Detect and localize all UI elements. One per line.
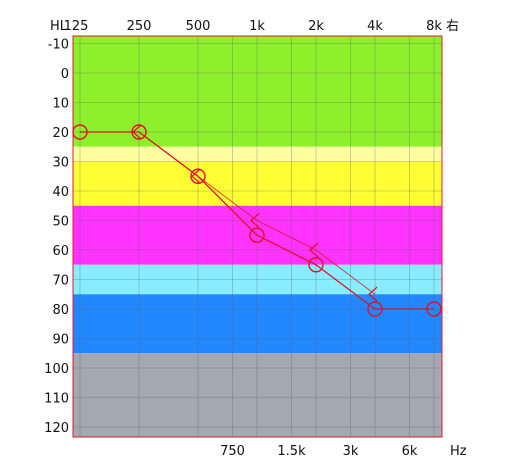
bottom-frequency-labels: 750 1.5k 3k 6k [220, 444, 418, 459]
series-line [80, 131, 434, 310]
circle-marker [426, 301, 442, 317]
y-tick-label: 20 [52, 126, 69, 141]
y-tick-label: 90 [52, 333, 69, 348]
y-tick-label: 50 [52, 215, 69, 230]
plot-frame [72, 35, 443, 438]
bottom-tick-label: 6k [402, 444, 418, 459]
circle-marker [367, 301, 383, 317]
circle-marker [72, 124, 88, 140]
series-air-conduction [72, 124, 442, 317]
band-6 [73, 353, 442, 437]
bracket-marker [309, 242, 319, 258]
bottom-tick-label: 1.5k [277, 444, 306, 459]
x-unit-label: Hz [450, 444, 467, 459]
top-tick-label: 500 [186, 19, 211, 34]
circle-marker [308, 257, 324, 273]
band-0 [73, 36, 442, 147]
y-unit-label: HL [50, 19, 68, 34]
y-tick-label: 10 [52, 97, 69, 112]
y-tick-label: 30 [52, 156, 69, 171]
y-tick-label: 100 [44, 362, 69, 377]
circle-marker [249, 227, 265, 243]
top-tick-label: 125 [64, 19, 89, 34]
circle-marker [131, 124, 147, 140]
band-5 [73, 294, 442, 354]
y-tick-label: 40 [52, 185, 69, 200]
y-axis-tick-labels: -10 0 10 20 30 40 50 60 70 80 90 100 110 120 [44, 38, 69, 437]
bracket-marker [191, 168, 201, 184]
y-tick-label: 80 [52, 303, 69, 318]
top-tick-label: 4k [367, 19, 383, 34]
top-tick-label: 250 [127, 19, 152, 34]
bracket-marker [368, 286, 378, 302]
right-ear-label: 右 [446, 19, 459, 34]
bottom-tick-label: 750 [220, 444, 245, 459]
top-tick-label: 2k [308, 19, 324, 34]
circle-marker [190, 168, 206, 184]
hearing-level-bands [73, 36, 442, 437]
y-tick-label: 60 [52, 244, 69, 259]
y-tick-label: -10 [48, 38, 69, 53]
y-tick-label: 120 [44, 421, 69, 436]
band-1 [73, 146, 442, 162]
y-tick-label: 110 [44, 392, 69, 407]
top-tick-label: 8k [426, 19, 442, 34]
top-tick-label: 1k [249, 19, 265, 34]
bracket-marker [250, 213, 260, 228]
top-frequency-labels: 125 250 500 1k 2k 4k 8k [64, 19, 443, 34]
bottom-tick-label: 3k [343, 444, 359, 459]
y-tick-label: 0 [61, 67, 69, 82]
band-2 [73, 161, 442, 206]
y-tick-label: 70 [52, 274, 69, 289]
